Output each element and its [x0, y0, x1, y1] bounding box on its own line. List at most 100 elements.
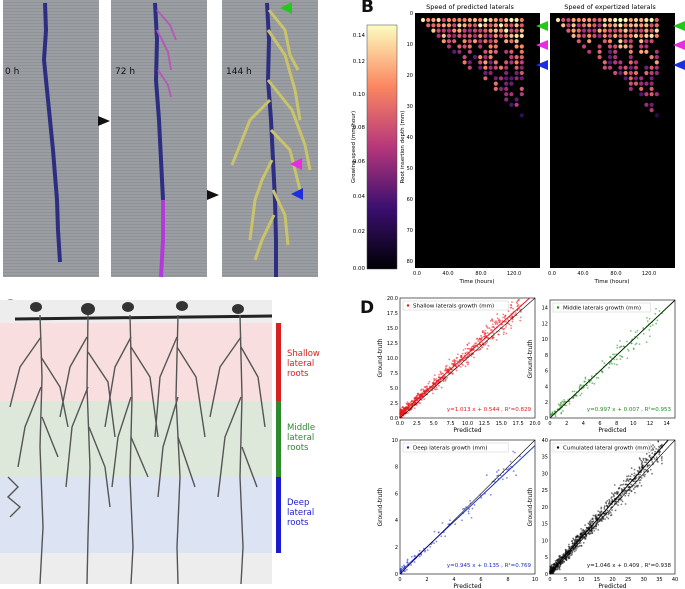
heatmap-cell — [592, 28, 597, 33]
data-point — [416, 394, 418, 397]
data-point — [424, 386, 427, 389]
heatmap-cell — [504, 81, 509, 86]
heatmap-cell — [462, 60, 467, 65]
data-point — [625, 480, 627, 483]
heatmap-cell — [628, 70, 633, 76]
primary-root-72h — [153, 2, 165, 201]
data-point — [577, 536, 580, 538]
heatmap-cell — [576, 17, 581, 23]
heatmap-cell — [504, 76, 509, 81]
data-point — [466, 363, 469, 366]
heatmap-cell — [602, 60, 607, 65]
heatmap-cell — [581, 33, 587, 39]
region-label-line: lateral — [287, 508, 315, 518]
data-point — [442, 372, 445, 375]
heatmap-cell — [576, 33, 581, 39]
heatmap-cell — [566, 23, 571, 28]
y-tick-label: 40 — [542, 438, 548, 444]
heatmap-cell — [488, 55, 493, 60]
heatmap-cell — [467, 65, 472, 70]
heatmap-cell — [571, 33, 576, 39]
data-point — [505, 332, 508, 335]
data-point — [502, 333, 505, 336]
data-point — [629, 329, 632, 332]
data-point — [564, 548, 567, 551]
data-point — [451, 360, 454, 362]
data-point — [411, 404, 414, 407]
data-point — [580, 527, 583, 530]
heatmap-cell — [623, 39, 628, 44]
y-tick-label: 8 — [395, 465, 398, 471]
heatmap-cell — [633, 33, 639, 39]
data-point — [582, 528, 585, 531]
heatmap-cell — [633, 65, 639, 70]
data-point — [426, 549, 429, 552]
heatmap-cell — [483, 65, 488, 70]
data-point — [630, 342, 633, 345]
data-point — [627, 475, 630, 477]
blue-arrow-icon — [673, 60, 685, 70]
data-point — [554, 559, 557, 562]
scatter-plot-0: 0.0 2.5 5.0 7.5 10.0 12.5 15.0 17.5 20.0 0.0 2.5 5.… — [377, 296, 541, 434]
heatmap-cell — [587, 23, 592, 28]
data-point — [616, 492, 619, 494]
data-point — [469, 499, 472, 502]
data-point — [597, 377, 600, 379]
heatmap-cell — [488, 60, 493, 65]
data-point — [574, 547, 577, 550]
heatmap-cell — [633, 23, 639, 28]
data-point — [413, 397, 416, 400]
data-point — [619, 354, 621, 357]
y-tick-label: 20.0 — [387, 296, 398, 302]
legend-marker — [406, 304, 410, 307]
data-point — [471, 507, 474, 510]
y-tick-label: 10 — [392, 438, 398, 444]
data-point — [461, 363, 464, 366]
y-tick-label: 25 — [542, 488, 548, 494]
data-point — [460, 356, 463, 359]
data-point — [561, 400, 564, 403]
y-tick-label: 10.0 — [387, 356, 398, 362]
x-axis-label: Predicted — [598, 583, 626, 589]
heatmap-cell — [597, 23, 602, 28]
data-point — [627, 349, 630, 352]
data-point — [463, 507, 466, 510]
data-point — [632, 348, 635, 351]
green-arrow-icon — [673, 21, 685, 31]
data-point — [399, 409, 401, 412]
y-tick-label: 10 — [542, 337, 548, 343]
data-point — [491, 480, 494, 483]
heatmap-cell — [649, 81, 654, 86]
data-point — [476, 338, 478, 340]
time-label-144h: 144 h — [226, 67, 252, 77]
data-point — [622, 479, 625, 482]
heatmap-cell — [644, 92, 649, 97]
data-point — [496, 321, 499, 324]
data-point — [638, 475, 641, 478]
data-point — [650, 445, 653, 448]
heatmap-cell — [462, 39, 467, 44]
data-point — [495, 339, 498, 341]
heatmap-cell — [628, 28, 633, 33]
data-point — [515, 301, 518, 304]
data-point — [595, 376, 598, 379]
data-point — [626, 348, 629, 351]
data-point — [511, 320, 514, 323]
data-point — [505, 320, 507, 323]
x-tick-label: 4 — [582, 421, 585, 427]
x-tick-label: 17.5 — [513, 421, 524, 427]
data-point — [453, 359, 456, 362]
data-point — [639, 473, 642, 476]
data-point — [620, 503, 623, 506]
data-point — [556, 568, 558, 571]
heatmap-cell — [649, 86, 654, 91]
data-point — [404, 406, 407, 409]
heatmap-cell — [602, 17, 607, 23]
heatmap-cell — [639, 33, 644, 39]
data-point — [557, 558, 560, 560]
heatmap-title-expertized: Speed of expertized laterals — [564, 3, 656, 11]
heatmap-cell — [633, 70, 639, 76]
heatmap-cell — [623, 33, 628, 39]
data-point — [568, 403, 571, 405]
data-point — [584, 524, 586, 526]
